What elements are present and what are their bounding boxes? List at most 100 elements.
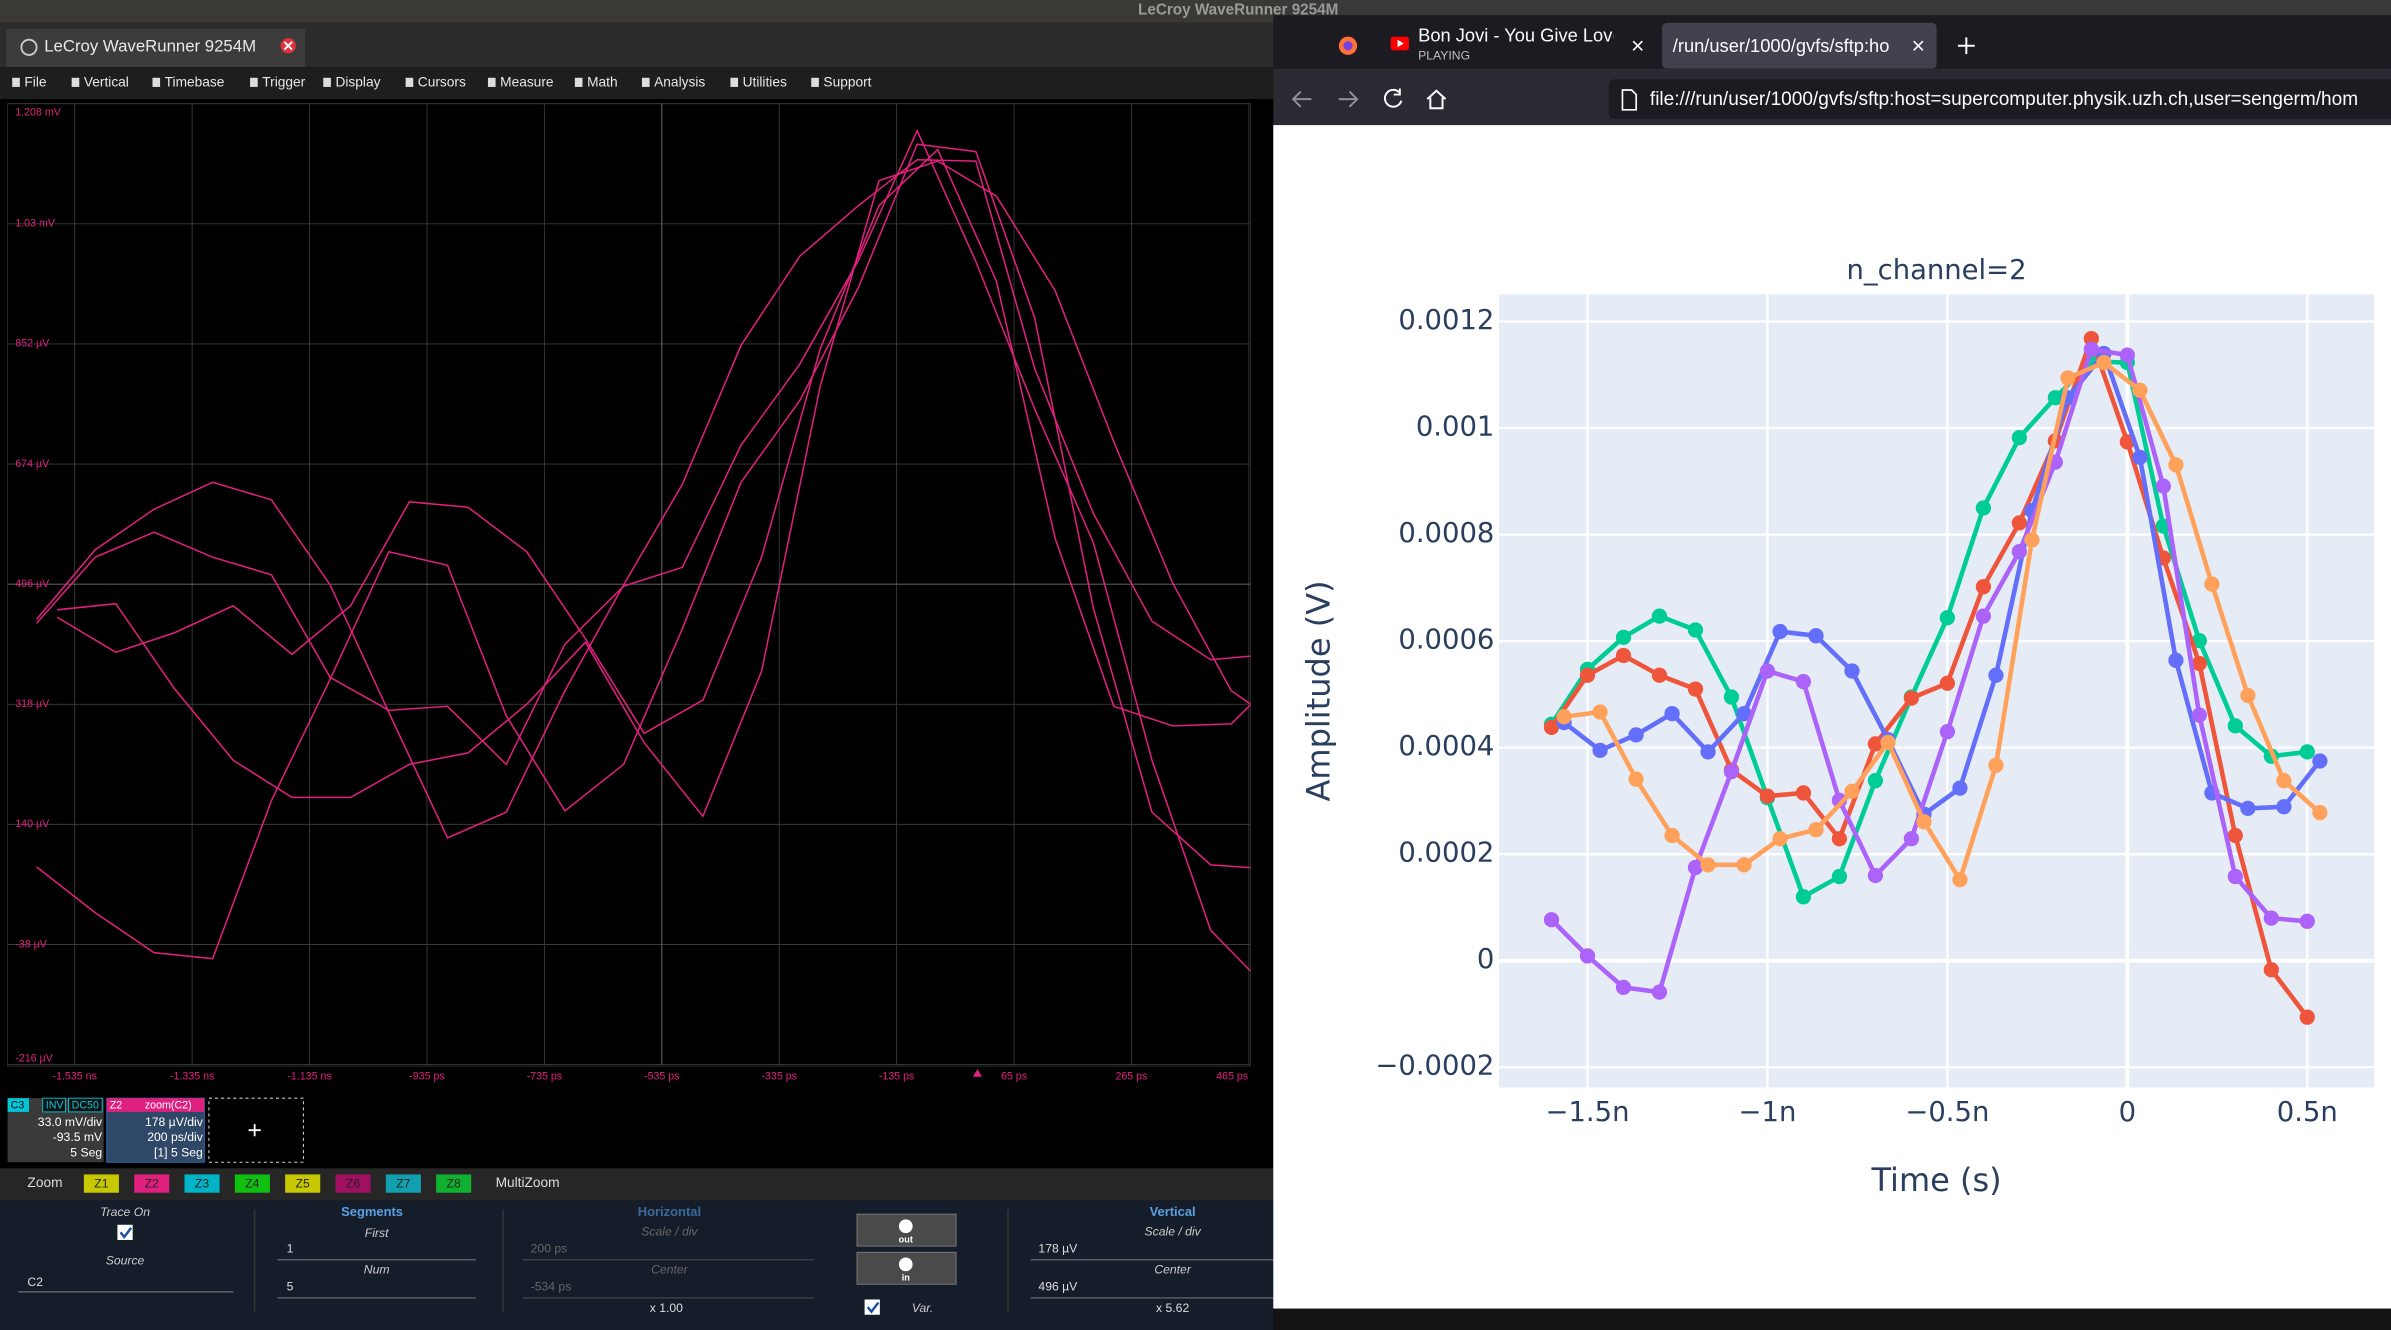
- zoom-button[interactable]: [436, 1174, 472, 1193]
- scope-trace: [56, 148, 1251, 735]
- menu-bar: [0, 67, 1274, 100]
- data-point: [2132, 382, 2148, 398]
- data-point: [1831, 868, 1848, 885]
- data-point: [1795, 889, 1812, 905]
- zoom-button[interactable]: [83, 1174, 119, 1193]
- data-point: [1759, 788, 1776, 804]
- scope-x-label: -1.135 ns: [287, 1071, 331, 1083]
- channel-tag: [68, 1097, 103, 1113]
- data-point: [1903, 831, 1920, 847]
- tab-close[interactable]: [1632, 40, 1643, 51]
- data-point: [1759, 663, 1776, 679]
- zoom-button[interactable]: [335, 1174, 371, 1193]
- panel-value[interactable]: 496 µV: [1038, 1280, 1078, 1294]
- scope-y-label: -216 µV: [15, 1052, 53, 1064]
- zoom-button-label: Z4: [245, 1177, 259, 1191]
- data-point: [1903, 690, 1920, 706]
- menu-item[interactable]: Cursors: [418, 75, 466, 90]
- data-point: [2263, 962, 2279, 978]
- panel-label: Var.: [912, 1301, 933, 1315]
- zoom-button-label: Z1: [94, 1177, 108, 1191]
- scope-x-label: 65 ps: [1001, 1071, 1027, 1083]
- url: file:///run/user/1000/gvfs/sftp:host=sup…: [1650, 89, 2358, 110]
- series-line: [1549, 346, 2308, 995]
- scope-y-label: 496 µV: [15, 578, 50, 590]
- data-point: [1736, 857, 1752, 873]
- url-bar[interactable]: [1608, 79, 2391, 119]
- channel-name: C3: [11, 1100, 25, 1112]
- menu-item[interactable]: Measure: [500, 75, 554, 90]
- data-point: [2011, 515, 2027, 531]
- home-button[interactable]: [1426, 89, 1447, 110]
- checkbox[interactable]: [117, 1224, 133, 1241]
- zoom-button[interactable]: [134, 1174, 170, 1193]
- menu-item[interactable]: File: [24, 75, 46, 90]
- data-point: [2096, 354, 2112, 371]
- menu-item[interactable]: Display: [335, 75, 380, 90]
- data-point: [2276, 799, 2292, 815]
- panel-title: Horizontal: [638, 1204, 701, 1219]
- browser-window: Bon Jovi - You Give Love a PLAYING /run/…: [1273, 15, 2391, 1330]
- window-title: LeCroy WaveRunner 9254M: [1138, 2, 1338, 19]
- data-point: [2132, 449, 2148, 465]
- scope-tab[interactable]: [6, 28, 305, 68]
- panel-value[interactable]: 1: [287, 1241, 294, 1255]
- x-tick-label: −0.5n: [1905, 1097, 1989, 1128]
- zoom-button-label: Z7: [396, 1177, 410, 1191]
- desktop-strip: [1273, 1308, 2391, 1330]
- menu-icon: [405, 77, 414, 87]
- menu-item[interactable]: Support: [823, 75, 871, 90]
- data-point: [1867, 773, 1884, 789]
- menu-icon: [12, 77, 20, 87]
- menu-item[interactable]: Vertical: [84, 75, 129, 90]
- panel-label: Center: [651, 1263, 689, 1277]
- data-point: [1651, 984, 1668, 1000]
- panel-value[interactable]: 5: [287, 1280, 294, 1294]
- channel-descriptors: C3 INV DC50 33.0 mV/div -93.5 mV 5 Seg Z…: [7, 1097, 304, 1163]
- scope-y-label: 1.03 mV: [15, 218, 56, 230]
- menu-item[interactable]: Analysis: [654, 75, 705, 90]
- zoom-button[interactable]: [285, 1174, 321, 1193]
- zoom-button[interactable]: [385, 1174, 421, 1193]
- browser-tab-active[interactable]: [1662, 22, 1937, 69]
- zoom-button[interactable]: [234, 1174, 270, 1193]
- series-line: [1549, 359, 2308, 900]
- data-point: [2168, 457, 2184, 473]
- channel-tag-text: INV: [46, 1100, 65, 1112]
- data-point: [1687, 681, 1704, 697]
- data-point: [2047, 390, 2063, 406]
- panel-value[interactable]: C2: [27, 1275, 43, 1289]
- menu-item[interactable]: Timebase: [165, 75, 225, 90]
- button-label: out: [899, 1234, 913, 1244]
- tab-title: Bon Jovi - You Give Love a: [1418, 24, 1639, 45]
- zoom-out-icon: [898, 1219, 913, 1234]
- zoom-button[interactable]: [184, 1174, 220, 1193]
- checkbox[interactable]: [864, 1299, 880, 1315]
- scope-window: LeCroy WaveRunner 9254M File Vertical Time…: [0, 22, 1274, 1330]
- panel-label: Trace On: [100, 1205, 150, 1219]
- data-point: [2060, 370, 2076, 386]
- menu-item[interactable]: Trigger: [262, 75, 305, 90]
- scope-x-label: -735 ps: [527, 1071, 563, 1083]
- back-button[interactable]: [1291, 90, 1312, 108]
- data-point: [1867, 736, 1884, 752]
- browser-tab[interactable]: [1376, 21, 1652, 68]
- trigger-marker: [972, 1069, 983, 1077]
- zoom-button-label: Z5: [296, 1177, 310, 1191]
- y-axis-title: Amplitude (V): [1300, 580, 1338, 801]
- tab-close[interactable]: [1913, 40, 1924, 51]
- panel-label: First: [365, 1226, 389, 1240]
- scope-y-label: 140 µV: [15, 818, 50, 830]
- new-tab[interactable]: [1957, 37, 1975, 55]
- menu-item[interactable]: Math: [587, 75, 617, 90]
- data-point: [1808, 628, 1824, 644]
- panel-label: Scale / div: [1145, 1225, 1202, 1239]
- data-point: [2119, 347, 2135, 363]
- panel-value[interactable]: 178 µV: [1038, 1241, 1078, 1255]
- reload-button[interactable]: [1383, 88, 1403, 108]
- menu-item[interactable]: Utilities: [743, 75, 787, 90]
- multizoom[interactable]: MultiZoom: [496, 1175, 560, 1190]
- firefox-icon-inner: [1343, 41, 1353, 51]
- forward-button[interactable]: [1338, 90, 1359, 108]
